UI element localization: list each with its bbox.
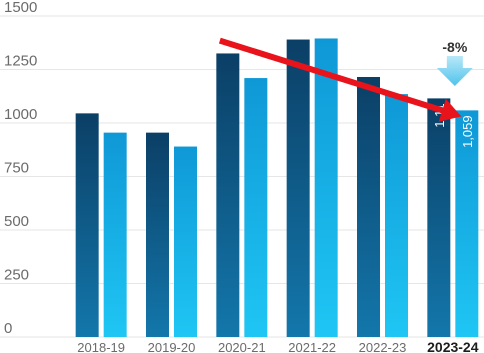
trend-arrow-head-icon — [438, 98, 462, 122]
y-tick-label: 1000 — [4, 106, 37, 123]
bar-2022-23-s1 — [357, 76, 380, 338]
bar-2019-20-s2 — [174, 146, 197, 337]
gridlines — [0, 15, 484, 338]
bar-2018-19-s2 — [103, 132, 127, 337]
x-tick-label: 2023-24 — [427, 339, 479, 353]
bar-2018-19-s1 — [75, 113, 99, 338]
trend-arrow-line — [218, 37, 444, 114]
bar-2021-22-s1 — [286, 39, 310, 337]
x-tick-label: 2021-22 — [288, 340, 336, 353]
y-tick-label: 500 — [4, 213, 29, 230]
y-axis: 0 250 500 750 1000 1250 1500 — [4, 0, 37, 337]
bar-2023-24-s2 — [455, 110, 479, 338]
y-tick-label: 1250 — [4, 53, 37, 70]
down-arrow-icon — [436, 56, 473, 86]
percent-change-label: -8% — [442, 39, 467, 55]
bar-2022-23-s2 — [385, 94, 408, 337]
y-tick-label: 250 — [4, 267, 29, 284]
x-tick-label: 2020-21 — [218, 340, 266, 353]
x-tick-label: 2022-23 — [359, 340, 407, 353]
bar-2020-21-s2 — [244, 78, 268, 337]
y-tick-label: 750 — [4, 160, 29, 177]
x-tick-label: 2018-19 — [77, 340, 125, 353]
bar-2020-21-s1 — [216, 53, 240, 337]
data-label-s2: 1,059 — [460, 115, 475, 148]
bar-2021-22-s2 — [314, 38, 338, 337]
x-tick-label: 2019-20 — [148, 340, 196, 353]
y-tick-label: 1500 — [4, 0, 37, 16]
bars — [75, 38, 479, 338]
y-tick-label: 0 — [4, 320, 12, 337]
x-axis: 2018-19 2019-20 2020-21 2021-22 2022-23 2023-… — [77, 339, 478, 353]
bar-2023-24-s1 — [427, 98, 451, 337]
annotation: -8% — [218, 37, 473, 122]
bar-2019-20-s1 — [146, 132, 169, 337]
